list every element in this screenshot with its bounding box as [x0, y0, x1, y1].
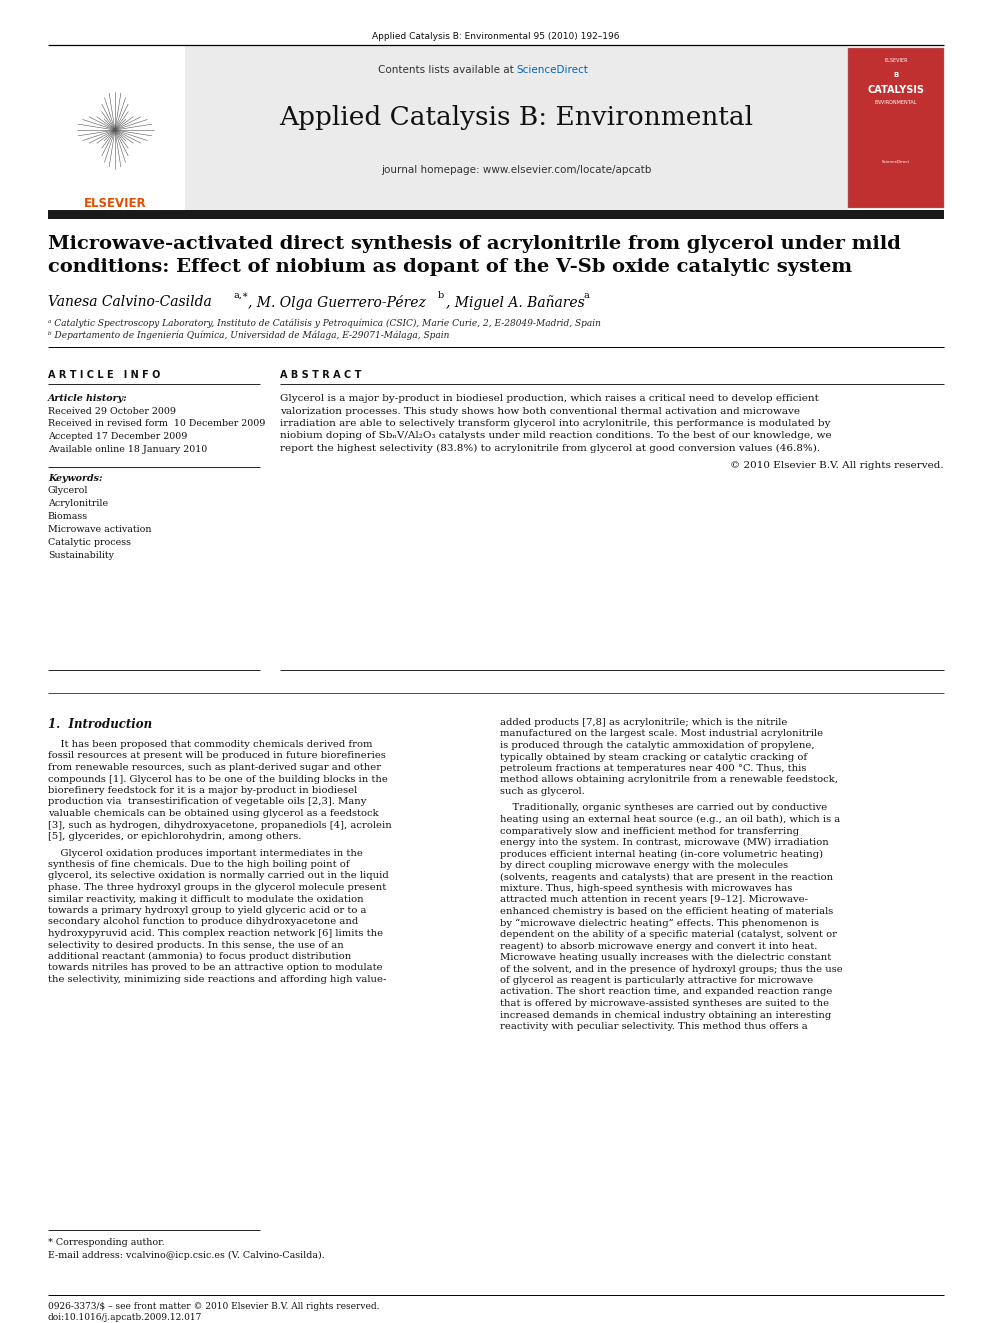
Text: report the highest selectivity (83.8%) to acrylonitrile from glycerol at good co: report the highest selectivity (83.8%) t… [280, 445, 820, 452]
Text: dependent on the ability of a specific material (catalyst, solvent or: dependent on the ability of a specific m… [500, 930, 837, 939]
Text: added products [7,8] as acrylonitrile; which is the nitrile: added products [7,8] as acrylonitrile; w… [500, 718, 788, 728]
Text: © 2010 Elsevier B.V. All rights reserved.: © 2010 Elsevier B.V. All rights reserved… [730, 460, 944, 470]
Text: (solvents, reagents and catalysts) that are present in the reaction: (solvents, reagents and catalysts) that … [500, 872, 833, 881]
Text: manufactured on the largest scale. Most industrial acrylonitrile: manufactured on the largest scale. Most … [500, 729, 823, 738]
Text: E-mail address: vcalvino@icp.csic.es (V. Calvino-Casilda).: E-mail address: vcalvino@icp.csic.es (V.… [48, 1252, 324, 1259]
Text: Microwave heating usually increases with the dielectric constant: Microwave heating usually increases with… [500, 953, 831, 962]
Text: ELSEVIER: ELSEVIER [884, 58, 908, 64]
Text: valuable chemicals can be obtained using glycerol as a feedstock: valuable chemicals can be obtained using… [48, 808, 379, 818]
Text: Vanesa Calvino-Casilda: Vanesa Calvino-Casilda [48, 295, 216, 310]
Text: secondary alcohol function to produce dihydroxyacetone and: secondary alcohol function to produce di… [48, 917, 358, 926]
Text: reactivity with peculiar selectivity. This method thus offers a: reactivity with peculiar selectivity. Th… [500, 1021, 807, 1031]
Text: journal homepage: www.elsevier.com/locate/apcatb: journal homepage: www.elsevier.com/locat… [381, 165, 652, 175]
Text: ScienceDirect: ScienceDirect [882, 160, 910, 164]
Text: that is offered by microwave-assisted syntheses are suited to the: that is offered by microwave-assisted sy… [500, 999, 829, 1008]
Text: Received in revised form  10 December 2009: Received in revised form 10 December 200… [48, 419, 266, 429]
Text: energy into the system. In contrast, microwave (MW) irradiation: energy into the system. In contrast, mic… [500, 837, 828, 847]
Text: such as glycerol.: such as glycerol. [500, 787, 584, 796]
Text: towards a primary hydroxyl group to yield glyceric acid or to a: towards a primary hydroxyl group to yiel… [48, 906, 366, 916]
Text: biorefinery feedstock for it is a major by-product in biodiesel: biorefinery feedstock for it is a major … [48, 786, 357, 795]
Text: niobium doping of SbₙV/Al₂O₃ catalysts under mild reaction conditions. To the be: niobium doping of SbₙV/Al₂O₃ catalysts u… [280, 431, 831, 441]
Text: B: B [894, 71, 899, 78]
Text: * Corresponding author.: * Corresponding author. [48, 1238, 165, 1248]
Text: Glycerol: Glycerol [48, 486, 88, 495]
Text: Glycerol oxidation produces important intermediates in the: Glycerol oxidation produces important in… [48, 848, 363, 857]
Text: mixture. Thus, high-speed synthesis with microwaves has: mixture. Thus, high-speed synthesis with… [500, 884, 793, 893]
Text: Applied Catalysis B: Environmental: Applied Catalysis B: Environmental [280, 105, 754, 130]
Text: phase. The three hydroxyl groups in the glycerol molecule present: phase. The three hydroxyl groups in the … [48, 882, 386, 892]
Text: Glycerol is a major by-product in biodiesel production, which raises a critical : Glycerol is a major by-product in biodie… [280, 394, 818, 404]
Text: synthesis of fine chemicals. Due to the high boiling point of: synthesis of fine chemicals. Due to the … [48, 860, 349, 869]
Text: It has been proposed that commodity chemicals derived from: It has been proposed that commodity chem… [48, 740, 373, 749]
Text: [5], glycerides, or epichlorohydrin, among others.: [5], glycerides, or epichlorohydrin, amo… [48, 832, 302, 841]
Text: valorization processes. This study shows how both conventional thermal activatio: valorization processes. This study shows… [280, 406, 800, 415]
Text: 1.  Introduction: 1. Introduction [48, 718, 152, 732]
Text: A B S T R A C T: A B S T R A C T [280, 370, 361, 380]
Text: 0926-3373/$ – see front matter © 2010 Elsevier B.V. All rights reserved.: 0926-3373/$ – see front matter © 2010 El… [48, 1302, 380, 1311]
Text: activation. The short reaction time, and expanded reaction range: activation. The short reaction time, and… [500, 987, 832, 996]
Text: Contents lists available at: Contents lists available at [378, 65, 517, 75]
Text: increased demands in chemical industry obtaining an interesting: increased demands in chemical industry o… [500, 1011, 831, 1020]
Text: ᵇ Departamento de Ingeniería Química, Universidad de Málaga, E-29071-Málaga, Spa: ᵇ Departamento de Ingeniería Química, Un… [48, 331, 449, 340]
Text: Sustainability: Sustainability [48, 550, 114, 560]
Text: a: a [583, 291, 588, 300]
Text: Catalytic process: Catalytic process [48, 538, 131, 546]
Text: fossil resources at present will be produced in future biorefineries: fossil resources at present will be prod… [48, 751, 386, 761]
Text: Available online 18 January 2010: Available online 18 January 2010 [48, 445, 207, 454]
Text: by “microwave dielectric heating” effects. This phenomenon is: by “microwave dielectric heating” effect… [500, 918, 819, 927]
Text: doi:10.1016/j.apcatb.2009.12.017: doi:10.1016/j.apcatb.2009.12.017 [48, 1312, 202, 1322]
Text: of glycerol as reagent is particularly attractive for microwave: of glycerol as reagent is particularly a… [500, 976, 813, 986]
Text: is produced through the catalytic ammoxidation of propylene,: is produced through the catalytic ammoxi… [500, 741, 814, 750]
Text: Accepted 17 December 2009: Accepted 17 December 2009 [48, 433, 187, 441]
Bar [185, 46, 848, 210]
Text: ScienceDirect: ScienceDirect [517, 65, 588, 75]
Text: Article history:: Article history: [48, 394, 128, 404]
Text: compounds [1]. Glycerol has to be one of the building blocks in the: compounds [1]. Glycerol has to be one of… [48, 774, 388, 783]
Text: heating using an external heat source (e.g., an oil bath), which is a: heating using an external heat source (e… [500, 815, 840, 824]
Text: A R T I C L E   I N F O: A R T I C L E I N F O [48, 370, 161, 380]
Text: ᵃ Catalytic Spectroscopy Laboratory, Instituto de Catálisis y Petroquímica (CSIC: ᵃ Catalytic Spectroscopy Laboratory, Ins… [48, 318, 601, 328]
Text: the selectivity, minimizing side reactions and affording high value-: the selectivity, minimizing side reactio… [48, 975, 386, 984]
Text: towards nitriles has proved to be an attractive option to modulate: towards nitriles has proved to be an att… [48, 963, 383, 972]
Text: additional reactant (ammonia) to focus product distribution: additional reactant (ammonia) to focus p… [48, 953, 351, 960]
Text: CATALYSIS: CATALYSIS [867, 85, 925, 95]
Text: irradiation are able to selectively transform glycerol into acrylonitrile, this : irradiation are able to selectively tran… [280, 419, 830, 429]
Bar [848, 48, 944, 208]
Text: Biomass: Biomass [48, 512, 88, 521]
Text: enhanced chemistry is based on the efficient heating of materials: enhanced chemistry is based on the effic… [500, 908, 833, 916]
Text: , Miguel A. Bañares: , Miguel A. Bañares [446, 295, 589, 310]
Text: Microwave-activated direct synthesis of acrylonitrile from glycerol under mild: Microwave-activated direct synthesis of … [48, 235, 901, 253]
Text: Microwave activation: Microwave activation [48, 525, 152, 534]
Text: Acrylonitrile: Acrylonitrile [48, 499, 108, 508]
Text: a,∗: a,∗ [233, 291, 249, 300]
Text: hydroxypyruvid acid. This complex reaction network [6] limits the: hydroxypyruvid acid. This complex reacti… [48, 929, 383, 938]
Text: comparatively slow and inefficient method for transferring: comparatively slow and inefficient metho… [500, 827, 800, 836]
Text: attracted much attention in recent years [9–12]. Microwave-: attracted much attention in recent years… [500, 896, 808, 905]
Text: production via  transestirification of vegetable oils [2,3]. Many: production via transestirification of ve… [48, 798, 366, 807]
Text: selectivity to desired products. In this sense, the use of an: selectivity to desired products. In this… [48, 941, 344, 950]
Text: similar reactivity, making it difficult to modulate the oxidation: similar reactivity, making it difficult … [48, 894, 364, 904]
Text: ELSEVIER: ELSEVIER [83, 197, 146, 210]
Text: Traditionally, organic syntheses are carried out by conductive: Traditionally, organic syntheses are car… [500, 803, 827, 812]
Bar [48, 210, 944, 220]
Text: Received 29 October 2009: Received 29 October 2009 [48, 407, 176, 415]
Text: of the solvent, and in the presence of hydroxyl groups; thus the use: of the solvent, and in the presence of h… [500, 964, 843, 974]
Text: reagent) to absorb microwave energy and convert it into heat.: reagent) to absorb microwave energy and … [500, 942, 817, 951]
Text: ENVIRONMENTAL: ENVIRONMENTAL [875, 101, 918, 105]
Text: typically obtained by steam cracking or catalytic cracking of: typically obtained by steam cracking or … [500, 753, 807, 762]
Text: glycerol, its selective oxidation is normally carried out in the liquid: glycerol, its selective oxidation is nor… [48, 872, 389, 881]
Bar [48, 46, 185, 210]
Text: petroleum fractions at temperatures near 400 °C. Thus, this: petroleum fractions at temperatures near… [500, 763, 806, 773]
Text: b: b [438, 291, 444, 300]
Text: conditions: Effect of niobium as dopant of the V-Sb oxide catalytic system: conditions: Effect of niobium as dopant … [48, 258, 852, 277]
Text: by direct coupling microwave energy with the molecules: by direct coupling microwave energy with… [500, 861, 788, 871]
Text: produces efficient internal heating (in-core volumetric heating): produces efficient internal heating (in-… [500, 849, 823, 859]
Text: method allows obtaining acrylonitrile from a renewable feedstock,: method allows obtaining acrylonitrile fr… [500, 775, 838, 785]
Text: Applied Catalysis B: Environmental 95 (2010) 192–196: Applied Catalysis B: Environmental 95 (2… [372, 32, 620, 41]
Text: from renewable resources, such as plant-derived sugar and other: from renewable resources, such as plant-… [48, 763, 381, 773]
Text: Keywords:: Keywords: [48, 474, 102, 483]
Text: [3], such as hydrogen, dihydroxyacetone, propanediols [4], acrolein: [3], such as hydrogen, dihydroxyacetone,… [48, 820, 392, 830]
Text: , M. Olga Guerrero-Pérez: , M. Olga Guerrero-Pérez [248, 295, 431, 310]
